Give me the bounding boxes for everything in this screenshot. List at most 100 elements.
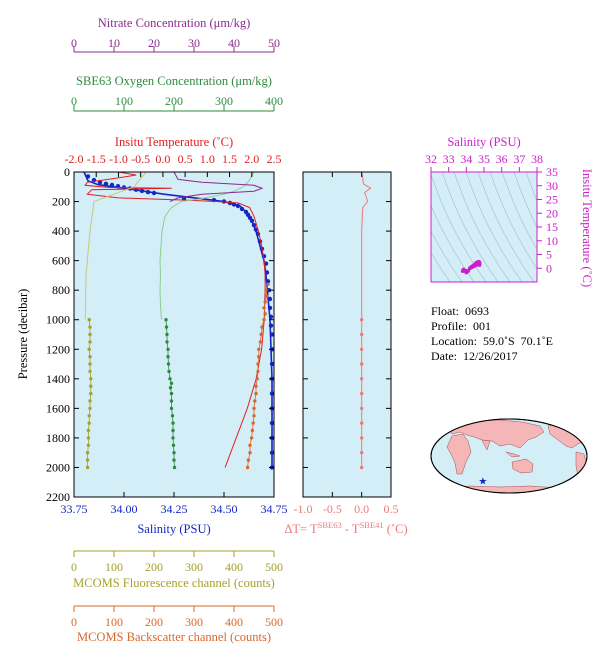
nitrate-axis-title: Nitrate Concentration (μm/kg) [98, 16, 251, 30]
backscatter-tick-label: 200 [145, 615, 163, 629]
salinity-tick-label: 34.25 [161, 502, 188, 516]
salinity-tick-label: 33.75 [61, 502, 88, 516]
pressure-axis: 0 200 400 600 800 1000 1200 1400 1600 1800 2000 220… [46, 165, 274, 504]
salinity_points-point [267, 305, 273, 311]
salinity-axis: 33.75 34.00 34.25 34.50 34.75 [61, 492, 288, 516]
oxygen_points-point [166, 347, 170, 351]
salinity_points-point [145, 189, 151, 195]
fluorescence_points-point [88, 369, 92, 374]
fluorescence-axis-title: MCOMS Fluorescence channel (counts) [73, 576, 275, 590]
ts-ytick-label: 15 [546, 220, 558, 234]
ts-isopycnal [477, 172, 535, 282]
backscatter_points-point [249, 436, 254, 440]
fluorescence-tick-label: 500 [265, 560, 283, 574]
main-plot-area [74, 172, 274, 497]
nitrate_line-line [169, 172, 264, 202]
ts-ytick-label: 25 [546, 193, 558, 207]
backscatter_points-point [248, 443, 252, 447]
fluorescence_points-point [86, 443, 91, 447]
oxygen-tick-label: 400 [265, 94, 283, 108]
nitrate-axis: 0 10 20 30 40 50 [71, 36, 280, 53]
pressure-tick-label: 1000 [46, 313, 70, 327]
nitrate-tick-label: 20 [148, 36, 160, 50]
float-info-panel: Float: 0693 Profile: 001 Location: 59.0˚… [431, 304, 553, 364]
nitrate-tick-label: 40 [228, 36, 240, 50]
fluorescence_points-point [89, 384, 93, 388]
backscatter-tick-label: 400 [225, 615, 243, 629]
nitrate-tick-label: 0 [71, 36, 77, 50]
fluorescence_points-point [85, 451, 90, 455]
ts-point [460, 269, 465, 273]
ts-xtick-label: 35 [478, 152, 490, 166]
backscatter_points-point [246, 458, 251, 462]
fluorescence_points-point [86, 428, 91, 433]
temperature-tick-label: 1.0 [200, 152, 215, 166]
pressure-tick-label: 2000 [46, 460, 70, 474]
salinity_points-point [253, 227, 259, 232]
delta-plot-area [303, 172, 391, 497]
ts-xtick-label: 37 [513, 152, 525, 166]
fluorescence_points-point [87, 318, 91, 322]
pressure-tick-label: 0 [64, 165, 70, 179]
ts-isopycnal [489, 172, 537, 270]
oxygen_points-point [168, 386, 173, 390]
delta_points-point [360, 318, 364, 322]
salinity-tick-label: 34.50 [211, 502, 238, 516]
backscatter_points-point [263, 300, 267, 304]
fluorescence_points-point [87, 421, 91, 425]
ts-isopycnal [525, 172, 537, 202]
salinity_points-point [251, 223, 257, 228]
salinity_points-point [269, 391, 274, 396]
indonesia-landmass [505, 451, 521, 458]
fluorescence_points-point [85, 465, 90, 470]
ts-xtick-label: 32 [425, 152, 437, 166]
salinity_points-point [269, 332, 274, 337]
oxygen_points-point [167, 369, 171, 374]
oxygen_points-point [172, 465, 177, 470]
south-america-landmass [575, 451, 587, 477]
fluorescence_points-point [88, 362, 92, 366]
backscatter_points-point [245, 465, 250, 470]
oxygen_points-point [172, 451, 176, 455]
ts-point [477, 262, 482, 267]
fluorescence-axis: 0 100 200 300 400 500 [71, 550, 283, 574]
pressure-tick-label: 800 [52, 283, 70, 297]
oxygen-tick-label: 100 [115, 94, 133, 108]
oxygen_points-point [169, 381, 174, 385]
fluorescence-tick-label: 100 [105, 560, 123, 574]
pressure-tick-label: 200 [52, 195, 70, 209]
oxygen-line [159, 172, 255, 320]
delta_points-point [360, 406, 364, 411]
float-id: Float: 0693 [431, 304, 490, 318]
backscatter_points-point [248, 451, 252, 455]
backscatter_points-point [259, 332, 263, 337]
salinity-tick-label: 34.75 [261, 502, 288, 516]
delta_points-point [360, 377, 364, 381]
salinity_points-point [109, 182, 115, 188]
fluorescence_points-point [89, 377, 93, 381]
ts-ytick-label: 20 [546, 206, 558, 220]
delta-title-end: (˚C) [384, 522, 408, 536]
float-location-marker: ★ [478, 476, 487, 487]
delta-plot-series [360, 172, 372, 470]
delta-plot-frame [302, 171, 392, 498]
oxygen-tick-label: 200 [165, 94, 183, 108]
salinity_points-point [151, 190, 157, 196]
ts-xtick-label: 38 [531, 152, 543, 166]
delta_points-point [360, 362, 364, 366]
fluorescence_points-point [87, 414, 91, 418]
nitrate-tick-label: 30 [188, 36, 200, 50]
backscatter_points-point [257, 347, 261, 351]
ts-plot-series [431, 172, 537, 282]
india-landmass [481, 439, 491, 451]
backscatter_points-point [251, 421, 255, 425]
main-temperature-ticks [73, 172, 275, 177]
ts-xtick-label: 34 [460, 152, 472, 166]
ts-isopycnal [431, 230, 463, 282]
ts-ytick-label: 5 [546, 248, 552, 262]
ts-ytick-label: 10 [546, 234, 558, 248]
backscatter_points-point [256, 369, 260, 374]
delta-title-sup1: SBE63 [318, 520, 342, 530]
backscatter_points-point [254, 391, 258, 396]
